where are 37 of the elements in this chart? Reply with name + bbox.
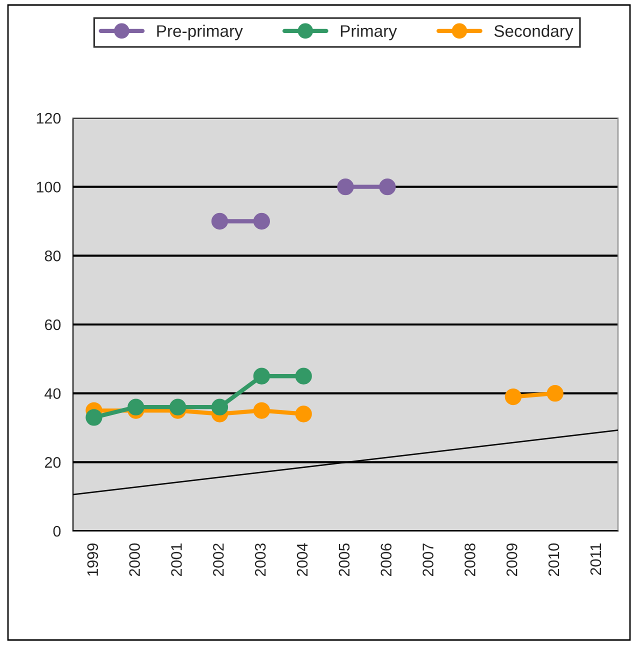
x-tick-label: 2008 — [464, 543, 476, 576]
x-tick-label: 2003 — [254, 543, 266, 576]
legend-label: Pre-primary — [157, 24, 243, 40]
x-tick-label: 2000 — [129, 543, 140, 576]
x-tick-label: 2011 — [590, 544, 602, 575]
x-tick-label: 2005 — [338, 543, 350, 576]
point — [211, 212, 228, 230]
point — [253, 402, 270, 419]
y-tick-label: 0 — [53, 526, 61, 537]
point — [295, 368, 312, 384]
y-tick-label: 40 — [44, 388, 61, 400]
point — [253, 368, 270, 384]
y-tick-label: 120 — [36, 112, 61, 124]
legend-label: Secondary — [494, 24, 574, 40]
point — [86, 409, 102, 426]
x-tick-label: 2001 — [171, 544, 182, 576]
point — [253, 212, 270, 230]
point — [211, 398, 228, 416]
point — [546, 385, 564, 402]
x-tick-label: 2007 — [422, 544, 434, 576]
y-tick-label: 100 — [36, 182, 61, 193]
x-tick-label: 2004 — [296, 543, 308, 576]
x-tick-label: 2002 — [213, 544, 224, 576]
point — [295, 406, 312, 422]
y-tick-label: 80 — [44, 250, 61, 262]
point — [379, 178, 396, 196]
y-tick-label: 20 — [44, 457, 61, 468]
x-tick-label: 2006 — [380, 543, 392, 576]
point — [337, 178, 354, 196]
point — [169, 398, 186, 416]
legend-label: Primary — [340, 24, 397, 40]
x-tick-label: 2009 — [506, 544, 518, 576]
y-tick-label: 60 — [44, 319, 61, 330]
point — [504, 388, 522, 406]
x-tick-label: 1999 — [87, 544, 98, 576]
point — [128, 398, 144, 416]
x-tick-label: 2010 — [548, 543, 560, 576]
